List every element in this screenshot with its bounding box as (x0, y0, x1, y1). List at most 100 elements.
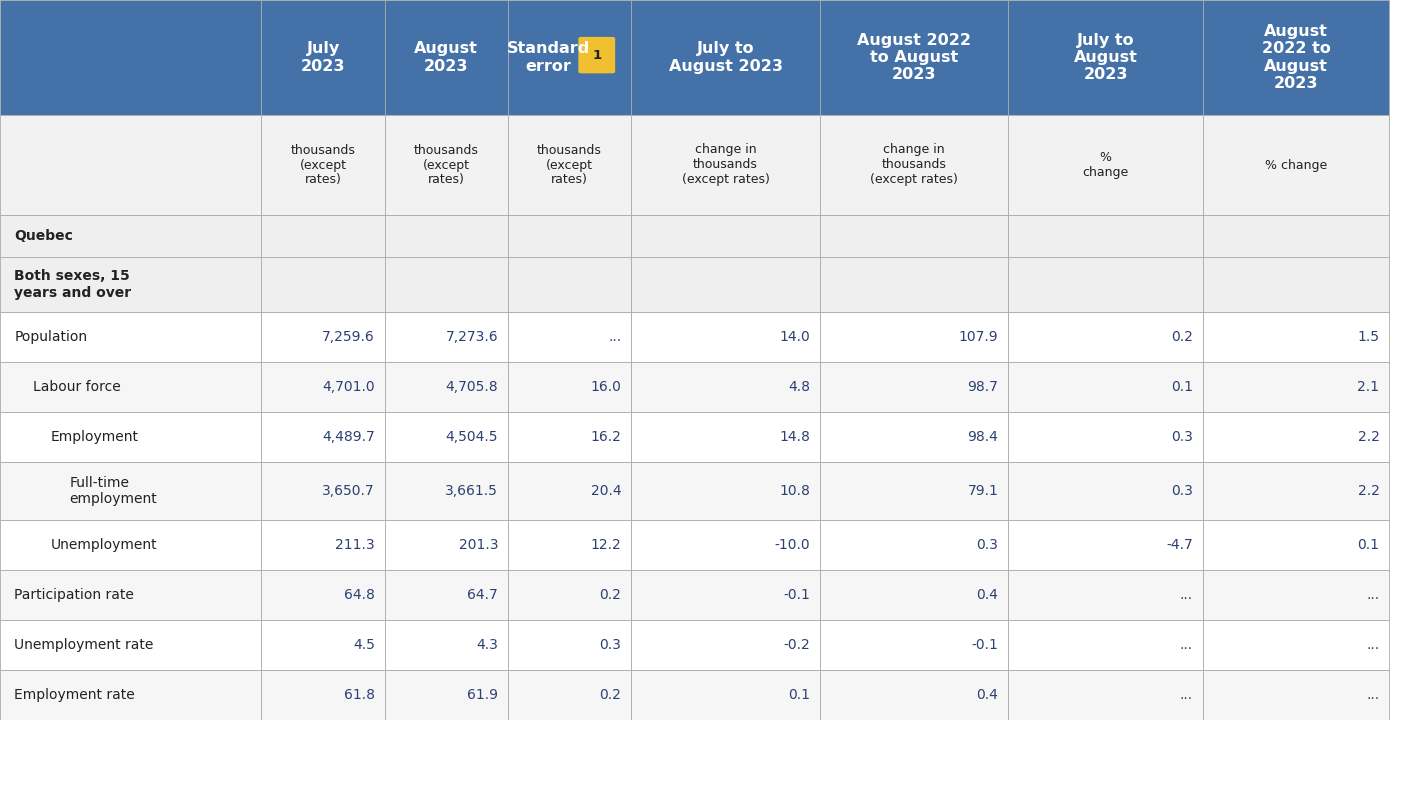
Text: July to
August
2023: July to August 2023 (1074, 32, 1138, 82)
Bar (384, 670, 507, 720)
Bar (0, 257, 262, 312)
Text: 3,661.5: 3,661.5 (445, 484, 499, 498)
Text: 0.1: 0.1 (1170, 380, 1193, 394)
Bar (1009, 257, 1203, 312)
Bar (0, 570, 262, 620)
Text: 20.4: 20.4 (591, 484, 622, 498)
Text: 4.8: 4.8 (788, 380, 811, 394)
Bar (0, 520, 262, 570)
Bar (384, 115, 507, 215)
Bar (0, 412, 262, 462)
Bar (0, 0, 262, 115)
Bar (632, 257, 819, 312)
Text: ...: ... (608, 330, 622, 344)
FancyBboxPatch shape (578, 37, 615, 74)
Text: -0.1: -0.1 (784, 588, 811, 602)
Bar (1203, 257, 1389, 312)
Bar (1009, 520, 1203, 570)
Text: change in
thousands
(except rates): change in thousands (except rates) (682, 143, 769, 186)
Bar (262, 520, 384, 570)
Text: 64.8: 64.8 (344, 588, 374, 602)
Text: ...: ... (1180, 638, 1193, 652)
Bar (819, 412, 1009, 462)
Text: July
2023: July 2023 (300, 41, 346, 74)
Text: 79.1: 79.1 (968, 484, 999, 498)
Text: Both sexes, 15
years and over: Both sexes, 15 years and over (14, 269, 132, 299)
Text: August
2022 to
August
2023: August 2022 to August 2023 (1261, 24, 1331, 91)
Bar (819, 362, 1009, 412)
Text: 2.1: 2.1 (1357, 380, 1380, 394)
Bar (819, 462, 1009, 520)
Text: Population: Population (14, 330, 88, 344)
Bar (384, 462, 507, 520)
Text: -0.1: -0.1 (972, 638, 999, 652)
Bar (384, 620, 507, 670)
Text: -10.0: -10.0 (774, 538, 811, 552)
Bar (262, 362, 384, 412)
Text: Unemployment rate: Unemployment rate (14, 638, 153, 652)
Text: 4.3: 4.3 (476, 638, 499, 652)
Text: 1: 1 (592, 48, 601, 62)
Bar (262, 412, 384, 462)
Bar (1203, 620, 1389, 670)
Bar (819, 312, 1009, 362)
Text: 4.5: 4.5 (353, 638, 374, 652)
Bar (1203, 362, 1389, 412)
Bar (507, 520, 632, 570)
Text: 61.9: 61.9 (468, 688, 499, 702)
Bar (819, 257, 1009, 312)
Text: 0.2: 0.2 (1172, 330, 1193, 344)
Text: 3,650.7: 3,650.7 (322, 484, 374, 498)
Bar (632, 520, 819, 570)
Text: ...: ... (1180, 588, 1193, 602)
Text: 0.4: 0.4 (976, 688, 999, 702)
Text: 0.3: 0.3 (1172, 430, 1193, 444)
Bar (819, 215, 1009, 257)
Text: thousands
(except
rates): thousands (except rates) (290, 143, 356, 186)
Bar (507, 620, 632, 670)
Bar (1203, 670, 1389, 720)
Bar (1009, 215, 1203, 257)
Text: August
2023: August 2023 (414, 41, 479, 74)
Bar (1009, 462, 1203, 520)
Text: Full-time
employment: Full-time employment (69, 476, 157, 506)
Bar (0, 215, 262, 257)
Bar (262, 670, 384, 720)
Text: Standard
error: Standard error (507, 41, 591, 74)
Text: Quebec: Quebec (14, 229, 74, 243)
Bar (632, 115, 819, 215)
Bar (632, 312, 819, 362)
Text: thousands
(except
rates): thousands (except rates) (414, 143, 479, 186)
Bar (384, 362, 507, 412)
Bar (507, 462, 632, 520)
Bar (0, 620, 262, 670)
Bar (0, 312, 262, 362)
Text: -4.7: -4.7 (1166, 538, 1193, 552)
Bar (384, 520, 507, 570)
Bar (0, 462, 262, 520)
Text: Labour force: Labour force (33, 380, 120, 394)
Text: %
change: % change (1083, 151, 1129, 179)
Bar (507, 115, 632, 215)
Bar (1009, 670, 1203, 720)
Bar (1203, 115, 1389, 215)
Bar (1203, 0, 1389, 115)
Bar (1203, 312, 1389, 362)
Text: ...: ... (1366, 638, 1380, 652)
Text: 14.0: 14.0 (779, 330, 811, 344)
Bar (632, 570, 819, 620)
Text: 98.7: 98.7 (968, 380, 999, 394)
Bar (819, 115, 1009, 215)
Text: -0.2: -0.2 (784, 638, 811, 652)
Bar (632, 362, 819, 412)
Bar (632, 215, 819, 257)
Bar (507, 257, 632, 312)
Bar (1203, 570, 1389, 620)
Text: 16.2: 16.2 (591, 430, 622, 444)
Bar (507, 670, 632, 720)
Text: Employment rate: Employment rate (14, 688, 135, 702)
Bar (632, 412, 819, 462)
Bar (819, 520, 1009, 570)
Bar (262, 312, 384, 362)
Text: 0.3: 0.3 (1172, 484, 1193, 498)
